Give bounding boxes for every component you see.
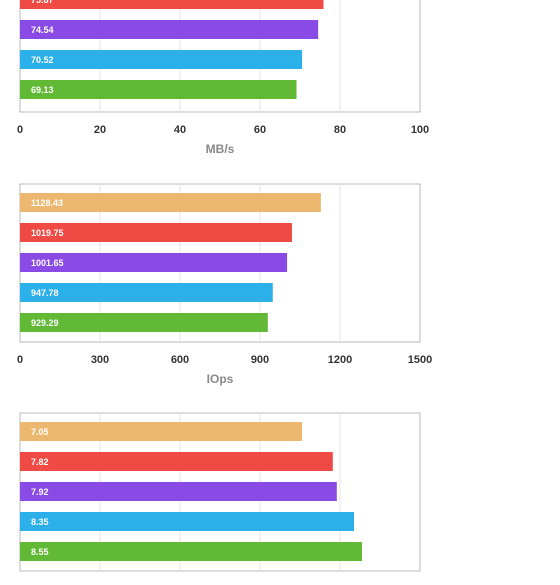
bar-value-label: 69.13	[31, 85, 54, 95]
x-tick-label: 40	[174, 124, 186, 136]
bar	[20, 452, 333, 471]
bar	[20, 193, 321, 212]
bar-value-label: 75.87	[31, 0, 54, 5]
x-tick-label: 20	[94, 124, 106, 136]
bar-value-label: 1019.75	[31, 228, 64, 238]
bar	[20, 512, 354, 531]
x-tick-label: 60	[254, 124, 266, 136]
bar	[20, 253, 288, 272]
bar	[20, 283, 273, 302]
bar-value-label: 1001.65	[31, 258, 64, 268]
chart-panel-2: 1128.43 1019.75 1001.65 947.78 929.29 0 300 600…	[17, 183, 432, 386]
bar	[20, 50, 303, 69]
bar	[20, 80, 297, 99]
bar-value-label: 1128.43	[31, 198, 63, 208]
bar-value-label: 7.82	[31, 457, 49, 467]
bar-value-label: 8.35	[31, 517, 49, 527]
bar	[20, 223, 292, 242]
bar-value-label: 8.55	[31, 547, 49, 557]
bar-value-label: 7.05	[31, 427, 49, 437]
bar	[20, 482, 337, 501]
x-tick-label: 300	[91, 354, 109, 366]
bar	[20, 542, 362, 561]
x-tick-label: 600	[171, 354, 189, 366]
x-tick-label: 1500	[408, 354, 432, 366]
bar-value-label: 929.29	[31, 318, 59, 328]
x-tick-label: 1200	[328, 354, 352, 366]
bar	[20, 313, 268, 332]
x-tick-label: 100	[411, 124, 429, 136]
x-tick-label: 80	[334, 124, 346, 136]
bar-value-label: 74.54	[31, 25, 54, 35]
bar	[20, 20, 319, 39]
chart-panel-3: 7.05 7.82 7.92 8.35 8.55	[19, 412, 421, 572]
bar	[20, 0, 324, 9]
bar-value-label: 70.52	[31, 55, 54, 65]
x-axis-title: IOps	[207, 372, 234, 386]
bar-value-label: 7.92	[31, 487, 49, 497]
x-tick-label: 0	[17, 354, 23, 366]
x-axis-title: MB/s	[206, 142, 235, 156]
x-tick-label: 900	[251, 354, 269, 366]
chart-panel-1: 75.87 74.54 70.52 69.13 0 20 40 60 80 100 MB/s	[17, 0, 429, 156]
bar-value-label: 947.78	[31, 288, 59, 298]
bar	[20, 422, 302, 441]
x-tick-label: 0	[17, 124, 23, 136]
